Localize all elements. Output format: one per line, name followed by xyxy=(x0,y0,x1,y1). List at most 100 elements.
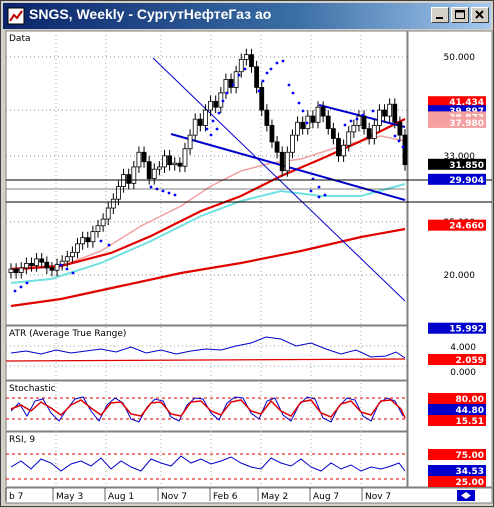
atr-tick-4: 4.000 xyxy=(450,343,476,353)
price-candle xyxy=(264,104,270,132)
price-candle xyxy=(330,122,336,145)
price-candle xyxy=(70,246,75,263)
sar-dot xyxy=(355,117,359,121)
rsi-75-label: 75.00 xyxy=(456,451,484,461)
price-value-badge: 37.980 xyxy=(428,116,486,129)
sar-dot xyxy=(287,83,291,87)
stoch-current-label: 44.80 xyxy=(456,406,484,416)
price-candle xyxy=(310,110,316,129)
sar-dot xyxy=(231,83,235,87)
sar-dot xyxy=(211,119,215,123)
close-icon xyxy=(475,10,484,19)
sar-dot xyxy=(19,285,23,289)
maximize-button[interactable] xyxy=(451,7,469,23)
price-candle xyxy=(259,81,265,117)
time-axis-label: May 3 xyxy=(56,492,83,502)
minimize-button[interactable] xyxy=(431,7,449,23)
price-candle xyxy=(85,231,91,248)
atr-grid xyxy=(6,345,407,367)
price-candle xyxy=(387,98,393,123)
minimize-icon xyxy=(436,17,443,19)
sar-dot xyxy=(317,185,321,189)
price-candle xyxy=(213,95,219,114)
sar-dot xyxy=(297,101,301,105)
chart-app-icon xyxy=(7,7,25,25)
close-button[interactable] xyxy=(471,7,489,23)
price-candle xyxy=(243,48,249,66)
price-candle xyxy=(49,262,55,277)
price-candle xyxy=(80,231,86,250)
price-candle xyxy=(254,60,260,94)
price-candle xyxy=(341,139,346,162)
scroll-right-button[interactable] xyxy=(457,490,475,501)
maximize-icon xyxy=(455,10,465,19)
sar-dot xyxy=(301,109,305,113)
price-candle xyxy=(23,257,29,274)
time-axis-labels: b 7 May 3 Aug 1 Nov 7 Feb 6 May 2 Aug 7 Nov 7 xyxy=(5,488,391,502)
price-candle xyxy=(8,263,14,279)
rsi-current-label: 34.53 xyxy=(456,467,484,477)
sar-dot xyxy=(167,191,171,195)
window-title: SNGS, Weekly - СургутНефтеГаз ао xyxy=(29,6,272,22)
ma-long-red xyxy=(10,227,406,308)
rsi-line xyxy=(10,455,406,472)
price-candle xyxy=(371,119,377,145)
price-candle xyxy=(156,161,162,176)
price-candle xyxy=(382,104,387,123)
price-candle xyxy=(187,129,193,155)
sar-dot xyxy=(161,189,165,193)
price-candle xyxy=(351,119,357,138)
price-value-badge: 31.850 xyxy=(428,158,486,171)
price-candle xyxy=(126,168,132,190)
price-value-badge: 15.992 xyxy=(428,322,486,335)
price-candle xyxy=(197,113,203,132)
time-axis-label: May 2 xyxy=(261,492,288,502)
price-candle xyxy=(249,48,254,73)
svg-text:15.992: 15.992 xyxy=(449,325,484,335)
price-candle xyxy=(136,146,142,173)
sar-dot xyxy=(205,127,209,131)
price-candle xyxy=(34,253,39,272)
price-axis-tick: 20.000 xyxy=(444,271,476,281)
sar-dot xyxy=(71,271,75,275)
svg-text:31.850: 31.850 xyxy=(449,161,484,171)
time-axis-label: Feb 6 xyxy=(213,492,238,502)
sar-dot xyxy=(361,113,365,117)
sar-dot xyxy=(257,89,261,93)
price-candle xyxy=(269,119,275,148)
price-candle xyxy=(100,213,106,232)
atr-signal-line xyxy=(5,358,406,362)
rsi-25-label: 25.00 xyxy=(456,478,484,488)
atr-line xyxy=(10,336,406,359)
sar-dot xyxy=(281,59,285,63)
rsi-current-badge xyxy=(428,465,486,476)
sar-dot xyxy=(173,193,177,197)
atr-value-badge xyxy=(428,354,486,365)
price-candle xyxy=(75,237,80,259)
rsi-75-badge xyxy=(428,449,486,460)
price-candle xyxy=(90,225,96,248)
title-bar[interactable]: SNGS, Weekly - СургутНефтеГаз ао xyxy=(3,3,491,29)
price-candle xyxy=(284,146,290,177)
price-axis-tick: 33.000 xyxy=(444,152,476,162)
svg-text:29.904: 29.904 xyxy=(449,176,484,186)
sar-dot xyxy=(217,111,221,115)
sar-dot xyxy=(291,91,295,95)
sar-dot xyxy=(397,139,401,143)
stoch-current-badge xyxy=(428,404,486,415)
price-candle xyxy=(377,104,382,132)
sar-dot xyxy=(225,91,229,95)
stoch-80-badge xyxy=(428,393,486,404)
time-axis-label: b 7 xyxy=(9,492,23,502)
price-candle xyxy=(366,122,372,145)
sar-dot xyxy=(237,73,241,77)
time-axis-label: Nov 7 xyxy=(365,492,391,502)
price-candle xyxy=(64,250,70,268)
sar-dot xyxy=(275,61,279,65)
sar-dot xyxy=(261,79,265,83)
sar-dot xyxy=(401,145,405,149)
sar-dot xyxy=(317,195,321,199)
sar-dot xyxy=(65,267,69,271)
sar-dot xyxy=(99,239,103,243)
price-candle xyxy=(402,129,408,171)
